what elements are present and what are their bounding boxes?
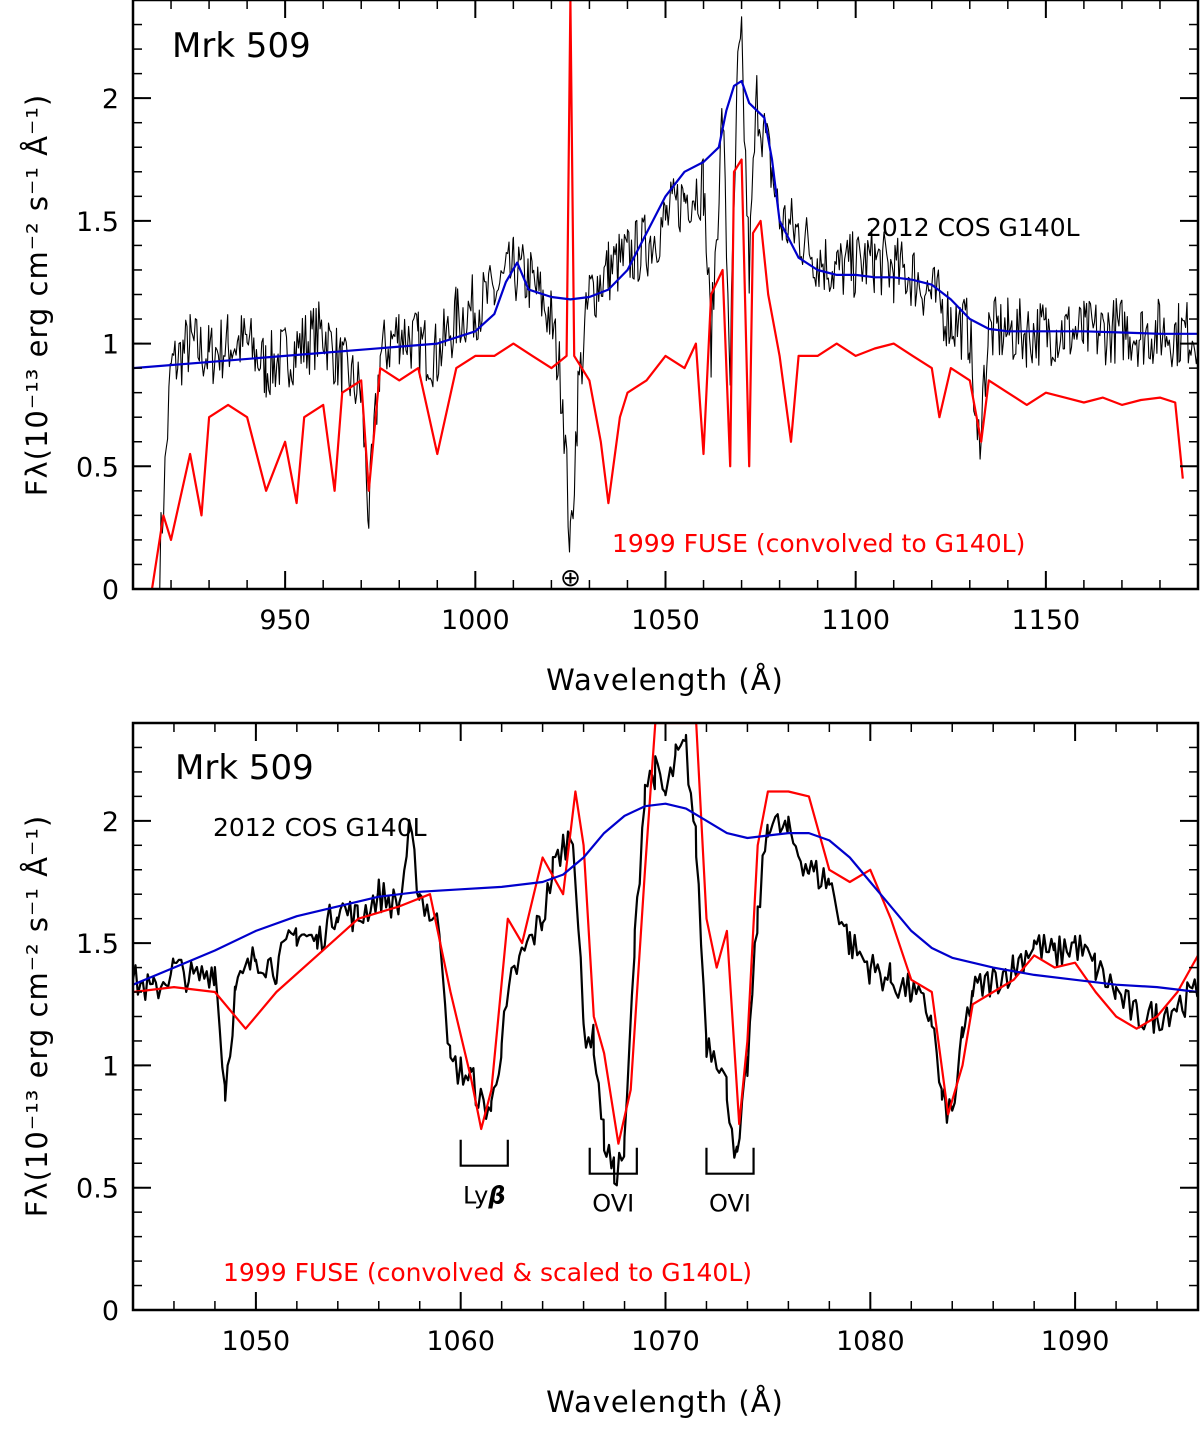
series-layer-bottom bbox=[133, 723, 1198, 1187]
x-tick-label-top-2: 1050 bbox=[631, 605, 700, 636]
ticks-layer-top: 950 1000 1050 1100 1150 0 0.5 1 1.5 2 bbox=[76, 0, 1199, 636]
x-tick-label-top-4: 1150 bbox=[1011, 605, 1080, 636]
series-line-top-1 bbox=[150, 0, 1184, 589]
y-tick-label-bottom-4: 2 bbox=[102, 807, 119, 838]
y-tick-label-top-3: 1.5 bbox=[76, 207, 119, 238]
y-tick-label-bottom-2: 1 bbox=[102, 1051, 119, 1082]
x-axis-title-bottom: Wavelength (Å) bbox=[546, 1385, 784, 1419]
annotation-fuse-top: 1999 FUSE (convolved to G140L) bbox=[612, 529, 1025, 558]
ticks-layer-bottom: 1050 1060 1070 1080 1090 0 0.5 1 1.5 2 bbox=[76, 723, 1199, 1357]
series-line-bottom-0 bbox=[133, 733, 1198, 1187]
series-line-top-2 bbox=[133, 79, 1198, 370]
series-line-bottom-1 bbox=[133, 723, 1198, 1145]
y-tick-label-bottom-0: 0 bbox=[102, 1296, 119, 1327]
object-title-top: Mrk 509 bbox=[172, 26, 311, 66]
line-id-label-1: OVI bbox=[592, 1190, 634, 1218]
x-axis-title-top: Wavelength (Å) bbox=[546, 663, 784, 697]
x-tick-label-top-1: 1000 bbox=[441, 605, 510, 636]
line-id-label-0: Lyβ bbox=[463, 1182, 506, 1210]
line-id-bracket-0 bbox=[459, 1139, 509, 1167]
earth-symbol: ⊕ bbox=[560, 563, 581, 592]
series-line-bottom-2 bbox=[133, 802, 1198, 994]
y-tick-label-bottom-3: 1.5 bbox=[76, 929, 119, 960]
line-id-bracket-1 bbox=[588, 1147, 638, 1175]
panel-top: 950 1000 1050 1100 1150 0 0.5 1 1.5 2 Mrk 509 201… bbox=[20, 0, 1200, 697]
x-tick-label-bottom-1: 1060 bbox=[426, 1326, 495, 1357]
x-tick-label-top-3: 1100 bbox=[821, 605, 890, 636]
y-tick-label-bottom-1: 0.5 bbox=[76, 1174, 119, 1205]
y-tick-label-top-0: 0 bbox=[102, 575, 119, 606]
plot-frame-bottom bbox=[131, 721, 1200, 1312]
series-line-top-0 bbox=[159, 16, 1198, 589]
x-tick-label-bottom-4: 1090 bbox=[1041, 1326, 1110, 1357]
x-tick-label-bottom-2: 1070 bbox=[631, 1326, 700, 1357]
annotation-cos-bottom: 2012 COS G140L bbox=[213, 813, 427, 842]
annotation-cos-top: 2012 COS G140L bbox=[866, 213, 1080, 242]
y-tick-label-top-2: 1 bbox=[102, 330, 119, 361]
x-tick-label-bottom-0: 1050 bbox=[222, 1326, 291, 1357]
line-id-label-2: OVI bbox=[709, 1190, 751, 1218]
annotation-fuse-bottom: 1999 FUSE (convolved & scaled to G140L) bbox=[223, 1258, 752, 1287]
y-axis-title-bottom: Fλ(10⁻¹³ erg cm⁻² s⁻¹ Å⁻¹) bbox=[20, 815, 54, 1217]
x-tick-label-top-0: 950 bbox=[259, 605, 311, 636]
series-layer-top bbox=[133, 0, 1198, 589]
x-tick-label-bottom-3: 1080 bbox=[836, 1326, 905, 1357]
y-tick-label-top-4: 2 bbox=[102, 84, 119, 115]
line-id-layer: Lyβ OVI OVI bbox=[459, 1139, 755, 1218]
line-id-bracket-2 bbox=[705, 1147, 755, 1175]
y-axis-title-top: Fλ(10⁻¹³ erg cm⁻² s⁻¹ Å⁻¹) bbox=[20, 94, 54, 496]
object-title-bottom: Mrk 509 bbox=[175, 748, 314, 788]
plot-frame-top bbox=[131, 0, 1200, 591]
y-tick-label-top-1: 0.5 bbox=[76, 452, 119, 483]
